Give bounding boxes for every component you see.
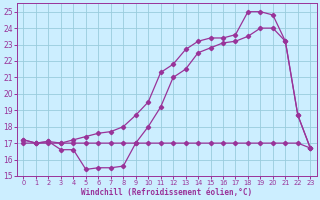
X-axis label: Windchill (Refroidissement éolien,°C): Windchill (Refroidissement éolien,°C): [81, 188, 252, 197]
